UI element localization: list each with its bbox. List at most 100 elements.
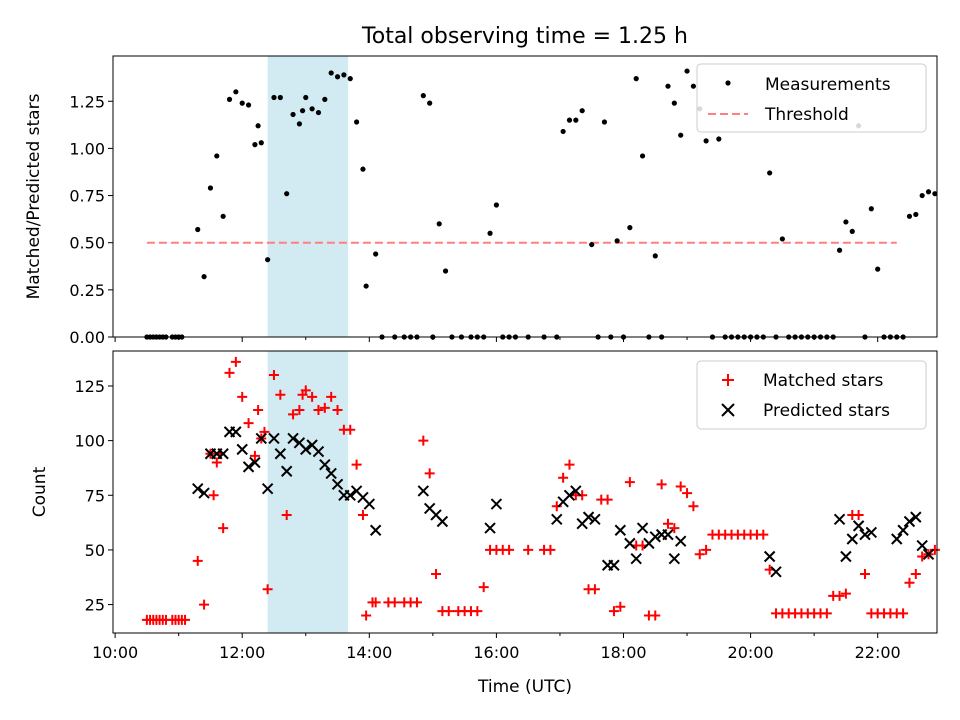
matched-stars-point xyxy=(615,601,626,612)
measurement-point xyxy=(493,202,500,208)
predicted-stars-point xyxy=(614,524,627,536)
measurement-point xyxy=(309,106,315,112)
measurement-point xyxy=(560,128,566,135)
matched-stars-point xyxy=(650,610,661,621)
measurement-point xyxy=(627,225,633,231)
measurement-point xyxy=(875,266,881,272)
bottom-panel-frame xyxy=(112,350,938,634)
matched-stars-point xyxy=(211,457,222,468)
matched-stars-point xyxy=(558,472,569,483)
y-tick-label: 0.25 xyxy=(69,281,105,300)
predicted-stars-point xyxy=(563,489,576,501)
matched-stars-point xyxy=(662,518,673,529)
predicted-stars-point xyxy=(198,487,210,499)
predicted-stars-point xyxy=(268,432,280,445)
measurement-point xyxy=(678,132,684,138)
measurement-point xyxy=(849,228,855,234)
measurement-point xyxy=(703,138,709,144)
predicted-stars-point xyxy=(325,467,337,480)
predicted-stars-point xyxy=(230,426,242,438)
top-panel-x-ticks xyxy=(114,337,879,342)
predicted-stars-point xyxy=(344,489,356,501)
matched-stars-point xyxy=(443,606,454,617)
predicted-stars-point xyxy=(249,456,261,469)
top-legend-box xyxy=(696,63,927,133)
matched-stars-point xyxy=(821,608,832,619)
bottom-panel-x-ticks: 10:00 12:00 14:00 16:00 18:00 20:00 22:00 xyxy=(92,633,901,662)
measurement-point xyxy=(932,191,938,197)
measurement-point xyxy=(363,283,369,289)
predicted-stars-point xyxy=(859,528,871,541)
bottom-panel-y-ticks: 25 50 75 100 125 xyxy=(74,377,113,615)
matched-stars-point xyxy=(345,424,356,435)
measurement-point xyxy=(296,121,303,127)
matched-stars-point xyxy=(682,488,693,499)
matched-stars-point xyxy=(319,402,330,413)
matched-stars-point xyxy=(694,549,705,560)
measurement-point xyxy=(315,109,322,116)
measurement-point xyxy=(207,185,214,191)
matched-stars-point xyxy=(701,544,712,555)
measurement-point xyxy=(226,96,233,102)
predicted-stars-point xyxy=(922,548,935,561)
predicted-stars-point xyxy=(662,528,674,541)
x-axis-label: Time (UTC) xyxy=(477,677,572,697)
matched-stars-point xyxy=(472,606,483,617)
matched-stars-point xyxy=(624,477,635,488)
matched-stars-point xyxy=(230,356,241,367)
predicted-stars-point xyxy=(369,524,382,536)
measurement-point xyxy=(487,230,493,236)
matched-stars-point xyxy=(478,582,489,593)
predicted-stars-point xyxy=(852,520,865,532)
measurement-point xyxy=(614,238,620,244)
matched-stars-point xyxy=(758,529,769,540)
matched-stars-point xyxy=(208,490,219,501)
predicted-stars-point xyxy=(846,533,858,545)
matched-stars-point xyxy=(551,501,562,512)
matched-stars-point xyxy=(853,509,864,520)
measurement-point xyxy=(328,70,334,76)
x-tick-label: 14:00 xyxy=(346,643,392,662)
measurement-point xyxy=(265,257,271,263)
predicted-stars-point xyxy=(217,448,229,460)
y-tick-label: 0.75 xyxy=(69,187,105,206)
measurement-point xyxy=(665,83,671,89)
matched-stars-point xyxy=(218,523,229,534)
matched-stars-point xyxy=(577,490,588,501)
measurement-point xyxy=(233,89,239,95)
matched-stars-point xyxy=(389,597,400,608)
measurement-point xyxy=(277,94,283,101)
measurement-point xyxy=(639,153,646,159)
matched-stars-point xyxy=(224,367,235,378)
y-tick-label: 0.50 xyxy=(69,234,105,253)
matched-stars-point xyxy=(326,391,337,402)
x-tick-label: 22:00 xyxy=(855,643,901,662)
matched-stars-point xyxy=(281,509,292,520)
matched-stars-point xyxy=(294,405,305,416)
predicted-stars-point xyxy=(255,432,267,445)
measurement-point xyxy=(420,93,426,99)
matched-stars-point xyxy=(268,370,279,381)
measurement-point xyxy=(322,96,328,102)
matched-stars-point xyxy=(249,450,260,461)
measurement-point xyxy=(779,236,785,242)
observing-window-highlight xyxy=(267,56,349,337)
matched-stars-point xyxy=(370,597,381,608)
predicted-stars-point xyxy=(363,498,376,510)
matched-stars-point xyxy=(688,501,699,512)
predicted-stars-point xyxy=(608,559,620,571)
x-tick-label: 18:00 xyxy=(600,643,646,662)
predicted-stars-point xyxy=(649,531,661,543)
matched-stars-point xyxy=(675,481,686,492)
measurement-point xyxy=(919,192,925,199)
measurement-point xyxy=(843,219,849,225)
measurement-point xyxy=(684,68,690,74)
legend-predicted-marker xyxy=(721,403,735,417)
matched-stars-point xyxy=(904,577,915,588)
measurement-point xyxy=(601,119,608,125)
matched-stars-point xyxy=(859,568,870,579)
predicted-stars-point xyxy=(763,550,776,563)
measurement-point xyxy=(299,108,306,114)
measurement-point xyxy=(767,170,773,176)
